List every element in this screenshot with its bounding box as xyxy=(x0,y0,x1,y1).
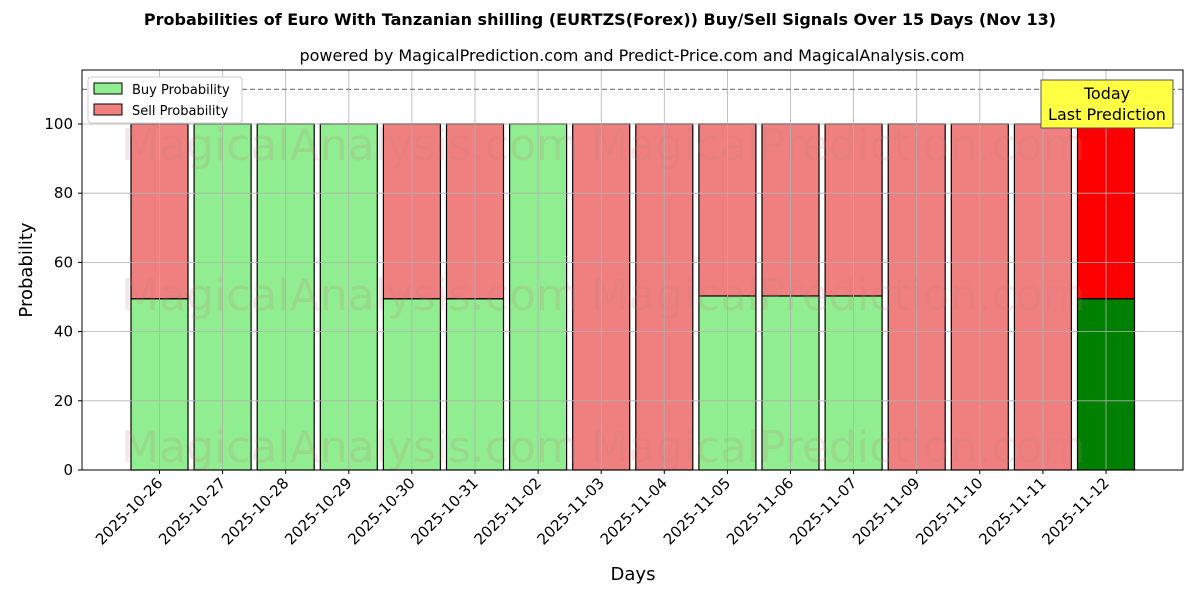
legend-swatch-sell xyxy=(93,103,123,116)
x-tick-label: 2025-10-28 xyxy=(218,474,292,548)
legend-label-sell: Sell Probability xyxy=(132,104,229,119)
legend-swatch-buy xyxy=(93,82,123,95)
x-tick-label: 2025-11-09 xyxy=(849,474,923,548)
x-axis-label: Days xyxy=(611,564,656,585)
x-tick-label: 2025-11-03 xyxy=(534,474,608,548)
y-tick-label: 20 xyxy=(54,392,73,410)
x-tick-label: 2025-11-10 xyxy=(912,474,986,548)
watermark: MagicalAnalysis.com xyxy=(121,422,579,473)
watermark: MagicalPrediction.com xyxy=(591,270,1086,321)
x-tick-label: 2025-10-30 xyxy=(344,474,418,548)
x-tick-label: 2025-11-02 xyxy=(471,474,545,548)
watermark: MagicalPrediction.com xyxy=(591,120,1086,171)
x-tick-label: 2025-11-12 xyxy=(1038,474,1112,548)
annotation-box xyxy=(1040,79,1174,129)
x-tick-label: 2025-10-29 xyxy=(281,474,355,548)
chart-title: Probabilities of Euro With Tanzanian shi… xyxy=(143,10,1057,29)
y-axis-label: Probability xyxy=(16,222,37,317)
x-tick-label: 2025-10-26 xyxy=(92,474,166,548)
y-tick-label: 40 xyxy=(54,323,73,341)
y-tick-label: 100 xyxy=(44,115,73,133)
legend-label-buy: Buy Probability xyxy=(132,83,230,98)
plot-frame xyxy=(81,69,1184,471)
x-tick-label: 2025-11-07 xyxy=(786,474,860,548)
x-tick-label: 2025-10-27 xyxy=(155,474,229,548)
watermark: MagicalPrediction.com xyxy=(591,422,1086,473)
annotation-line1: Today xyxy=(1083,84,1130,103)
y-tick-label: 80 xyxy=(54,184,73,202)
x-tick-label: 2025-11-11 xyxy=(975,474,1049,548)
x-tick-label: 2025-10-31 xyxy=(407,474,481,548)
watermark: MagicalAnalysis.com xyxy=(121,120,579,171)
x-tick-label: 2025-11-06 xyxy=(723,474,797,548)
x-tick-label: 2025-11-05 xyxy=(660,474,734,548)
y-tick-label: 0 xyxy=(63,461,73,479)
chart-subtitle: powered by MagicalPrediction.com and Pre… xyxy=(299,46,965,65)
y-tick-label: 60 xyxy=(54,253,73,271)
x-tick-label: 2025-11-04 xyxy=(597,474,671,548)
watermark: MagicalAnalysis.com xyxy=(121,270,579,321)
annotation-line2: Last Prediction xyxy=(1048,105,1166,124)
legend-box xyxy=(87,76,243,124)
